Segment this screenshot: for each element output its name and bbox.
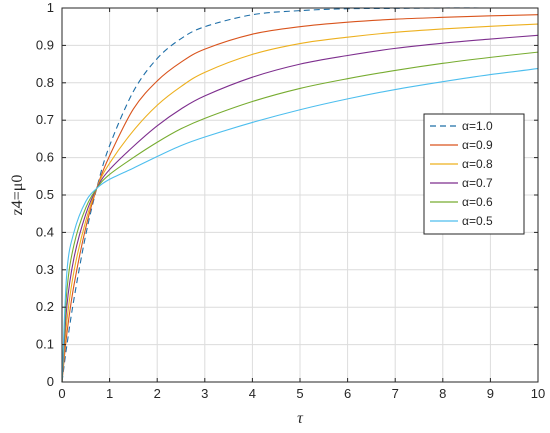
legend-label-4: α=0.7 [462, 176, 493, 190]
y-tick-label: 0.2 [36, 299, 54, 314]
legend-label-5: α=0.6 [462, 195, 493, 209]
y-tick-label: 0.1 [36, 337, 54, 352]
series-line-4 [61, 34, 539, 383]
legend-label-1: α=1.0 [462, 119, 493, 133]
x-tick-label: 5 [296, 386, 303, 401]
x-axis-label: τ [297, 410, 304, 427]
y-tick-label: 0.9 [36, 37, 54, 52]
x-tick-label: 4 [249, 386, 256, 401]
x-tick-label: 0 [58, 386, 65, 401]
series-line-3 [61, 23, 539, 383]
x-tick-label: 10 [531, 386, 545, 401]
series-line-5 [61, 51, 539, 383]
ticks [61, 7, 539, 383]
x-tick-label: 2 [154, 386, 161, 401]
legend-box [423, 113, 525, 235]
y-tick-label: 1 [47, 0, 54, 15]
y-tick-label: 0.4 [36, 224, 54, 239]
series-line-6 [61, 68, 539, 383]
x-tick-label: 9 [487, 386, 494, 401]
y-tick-label: 0.8 [36, 75, 54, 90]
x-tick-label: 3 [201, 386, 208, 401]
y-tick-label: 0.3 [36, 262, 54, 277]
y-axis-label: z4=μ0 [9, 175, 26, 216]
y-tick-label: 0.6 [36, 150, 54, 165]
legend-label-6: α=0.5 [462, 214, 493, 228]
x-tick-label: 8 [439, 386, 446, 401]
grid [62, 8, 538, 382]
series-line-2 [61, 14, 539, 383]
y-tick-label: 0.5 [36, 187, 54, 202]
x-tick-label: 1 [106, 386, 113, 401]
legend-label-2: α=0.9 [462, 138, 493, 152]
y-tick-label: 0 [47, 374, 54, 389]
legend: α=1.0 α=0.9 α=0.8 α=0.7 α=0.6 α=0.5 [423, 113, 525, 235]
y-tick-label: 0.7 [36, 112, 54, 127]
x-tick-label: 6 [344, 386, 351, 401]
x-tick-label: 7 [392, 386, 399, 401]
tick-labels: 0 1 2 3 4 5 6 7 8 9 10 0 0.1 0.2 0.3 0.4 0.5 0.6 0.7 0.8 0.9… [36, 0, 545, 401]
legend-label-3: α=0.8 [462, 157, 493, 171]
